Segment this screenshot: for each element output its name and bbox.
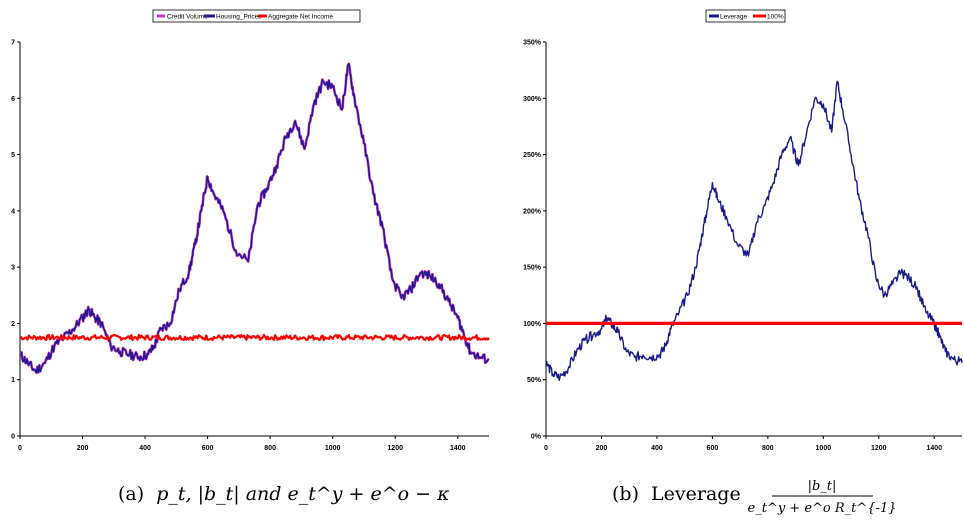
y-tick-label: 0: [11, 434, 15, 441]
y-tick-label: 150%: [523, 265, 542, 272]
svg-text:(a) p_t, |b_t| and e_t^y: (a) p_t, |b_t| and e_t^y + e^o − κ: [118, 483, 450, 505]
caption-right: (b) Leverage |b_t| e_t^y + e^o R_t^{-1}: [612, 479, 896, 516]
x-tick-label: 1400: [926, 445, 942, 452]
y-tick-label: 300%: [523, 96, 542, 103]
series-line-housing-prices: [19, 63, 490, 374]
y-tick-label: 250%: [523, 152, 542, 159]
y-tick-label: 0%: [531, 434, 542, 441]
x-tick-label: 800: [264, 445, 276, 452]
legend-label-credit-volume: Credit Volume: [167, 14, 208, 21]
x-tick-label: 600: [202, 445, 214, 452]
y-tick-label: 200%: [523, 208, 542, 215]
legend-label-aggregate-net-income: Aggregate Net Income: [268, 14, 333, 21]
caption-left-label: (a): [118, 483, 144, 505]
x-ticks-left: 0 200 400 600 800 1000 1200 1400: [18, 436, 466, 452]
y-ticks-right: 0% 50% 100% 150% 200% 250% 300% 350%: [523, 40, 546, 441]
series-line-leverage: [545, 80, 963, 382]
x-tick-label: 0: [18, 445, 22, 452]
series-line-aggregate-net-income: [19, 333, 490, 342]
y-tick-label: 2: [11, 321, 15, 328]
legend-right-box: [705, 9, 786, 23]
caption-left-math: p_t, |b_t| and e_t^y + e^o − κ: [156, 483, 450, 505]
y-tick-label: 7: [11, 40, 15, 47]
y-tick-label: 5: [11, 152, 15, 159]
legend-right: Leverage 100%: [705, 9, 786, 23]
y-tick-label: 50%: [527, 377, 542, 384]
legend-label-housing-prices: Housing_Prices: [216, 14, 262, 21]
x-tick-label: 600: [707, 445, 719, 452]
caption-right-prefix: Leverage: [651, 483, 741, 505]
caption-left: (a) p_t, |b_t| and e_t^y + e^o − κ: [118, 483, 450, 505]
chart-right: Leverage 100% 0% 50% 100% 150% 200% 250% 300% 3…: [523, 9, 963, 452]
caption-right-label: (b): [612, 483, 639, 505]
caption-right-numerator: |b_t|: [808, 479, 837, 494]
x-tick-label: 200: [596, 445, 608, 452]
y-tick-label: 6: [11, 96, 15, 103]
y-tick-label: 3: [11, 265, 15, 272]
chart-left: Credit Volume Housing_Prices Aggregate N…: [11, 9, 490, 452]
caption-right-denominator: e_t^y + e^o R_t^{-1}: [748, 501, 897, 516]
legend-left: Credit Volume Housing_Prices Aggregate N…: [152, 9, 361, 23]
x-tick-label: 0: [544, 445, 548, 452]
x-tick-label: 400: [139, 445, 151, 452]
x-tick-label: 1000: [325, 445, 341, 452]
y-tick-label: 100%: [523, 321, 542, 328]
x-tick-label: 400: [651, 445, 663, 452]
legend-label-leverage: Leverage: [720, 14, 747, 21]
svg-text:(b) Leverage: (b) Leverage: [612, 483, 741, 505]
x-tick-label: 800: [762, 445, 774, 452]
x-tick-label: 1200: [871, 445, 887, 452]
y-tick-label: 1: [11, 377, 15, 384]
legend-label-100pct: 100%: [767, 14, 784, 21]
legend-left-box: [152, 9, 361, 23]
x-ticks-right: 0 200 400 600 800 1000 1200 1400: [544, 436, 942, 452]
y-ticks-left: 0 1 2 3 4 5 6 7: [11, 40, 20, 441]
x-tick-label: 1200: [387, 445, 403, 452]
x-tick-label: 1400: [450, 445, 466, 452]
series-right: [545, 80, 963, 382]
x-tick-label: 1000: [816, 445, 832, 452]
y-tick-label: 350%: [523, 40, 542, 47]
series-left: [19, 62, 490, 374]
x-tick-label: 200: [77, 445, 89, 452]
y-tick-label: 4: [11, 208, 15, 215]
series-line-credit-volume: [19, 62, 490, 374]
